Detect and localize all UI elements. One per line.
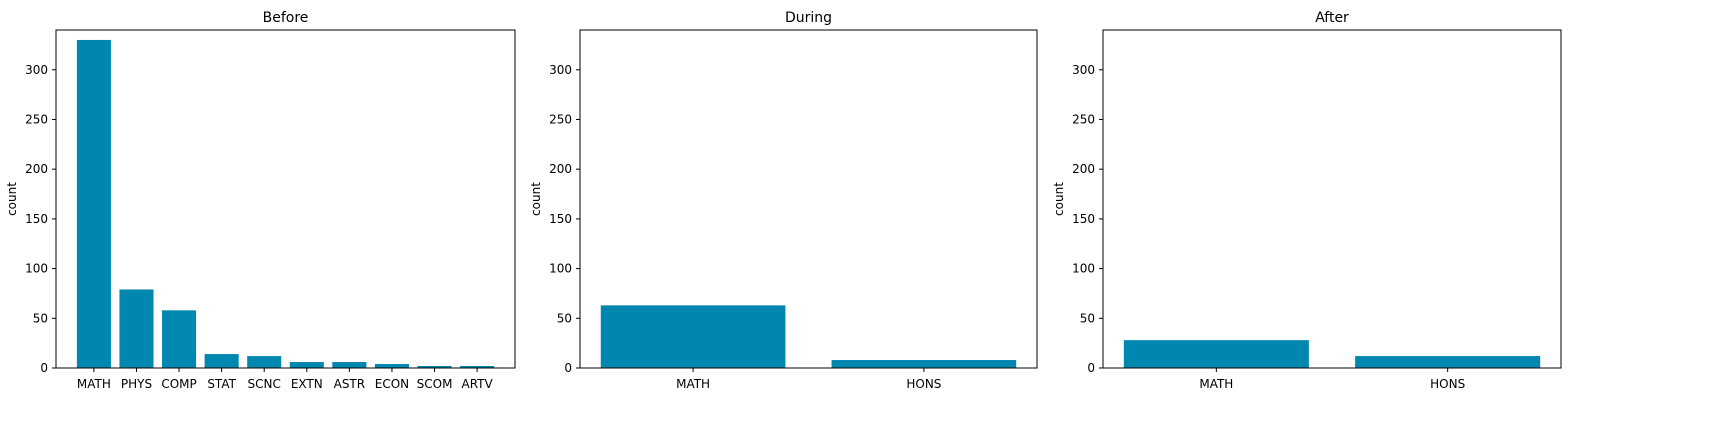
bar-phys [119,289,154,368]
plot-frame [579,29,1038,369]
y-tick-label: 250 [1072,112,1095,126]
x-tick-label: ASTR [334,377,366,391]
y-tick-label: 200 [549,162,572,176]
chart-during: During count MATH HONS 0 50 100 150 200 250 300 [529,10,1038,391]
x-tick-label: MATH [1199,377,1233,391]
bar-hons [1355,356,1541,368]
y-tick-label: 50 [33,311,48,325]
chart-title: Before [263,10,309,26]
bar-math [600,305,786,368]
y-tick-label: 50 [1080,311,1095,325]
bar-extn [289,362,324,368]
chart-before: Before count MATH PHYS COMP STAT SCNC EXTN AST… [5,10,516,391]
x-tick-label: HONS [906,377,941,391]
ticks: MATH HONS 0 50 100 150 200 250 300 [1072,63,1465,391]
bar-hons [831,360,1017,368]
y-tick-label: 0 [40,361,48,375]
bar-stat [204,354,239,368]
y-tick-label: 300 [1072,63,1095,77]
y-tick-label: 150 [549,212,572,226]
x-tick-label: SCNC [248,377,281,391]
y-axis-label: count [5,182,19,216]
x-tick-label: PHYS [121,377,152,391]
bar-math [76,39,111,369]
y-tick-label: 150 [25,212,48,226]
y-tick-label: 0 [1087,361,1095,375]
y-tick-label: 250 [549,112,572,126]
y-tick-label: 300 [25,63,48,77]
chart-title: During [785,10,832,26]
bar-artv [460,366,495,368]
bars [600,305,1017,368]
bars [1123,340,1541,368]
x-tick-label: HONS [1430,377,1465,391]
bar-econ [374,364,409,368]
bar-astr [332,362,367,368]
bar-comp [162,310,197,368]
y-tick-label: 200 [1072,162,1095,176]
bar-scom [417,366,452,368]
x-tick-label: ARTV [461,377,493,391]
y-tick-label: 300 [549,63,572,77]
x-tick-label: COMP [161,377,196,391]
x-tick-label: SCOM [417,377,453,391]
ticks: MATH PHYS COMP STAT SCNC EXTN ASTR ECON SCOM ARTV… [25,63,493,391]
x-tick-label: STAT [207,377,236,391]
y-tick-label: 100 [549,262,572,276]
x-tick-label: EXTN [291,377,323,391]
y-axis-label: count [1052,182,1066,216]
chart-title: After [1315,10,1349,26]
y-tick-label: 150 [1072,212,1095,226]
x-tick-label: MATH [676,377,710,391]
y-tick-label: 200 [25,162,48,176]
bar-math [1123,340,1309,368]
y-tick-label: 0 [564,361,572,375]
bar-scnc [247,356,282,368]
ticks: MATH HONS 0 50 100 150 200 250 300 [549,63,941,391]
y-tick-label: 50 [557,311,572,325]
chart-after: After count MATH HONS 0 50 100 150 200 250 300 [1052,10,1562,391]
x-tick-label: MATH [77,377,111,391]
x-tick-label: ECON [375,377,409,391]
y-tick-label: 250 [25,112,48,126]
bars [76,39,495,369]
y-tick-label: 100 [1072,262,1095,276]
y-tick-label: 100 [25,262,48,276]
plot-frame [1102,29,1562,369]
y-axis-label: count [529,182,543,216]
plot-frame [55,29,516,369]
